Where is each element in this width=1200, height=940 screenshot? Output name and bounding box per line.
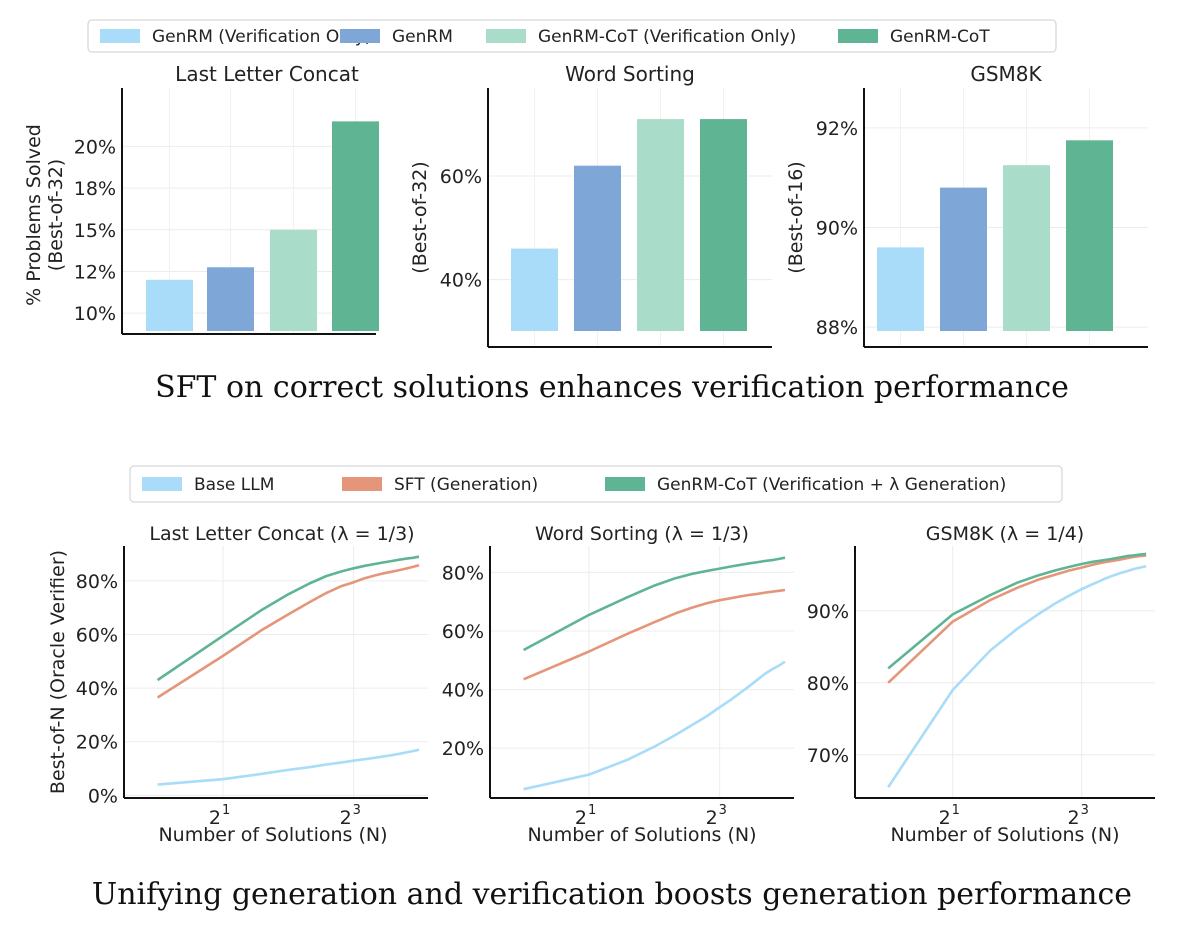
y-axis-label: % Problems Solved: [23, 124, 45, 306]
x-tick-exponent: 3: [1081, 803, 1089, 818]
legend-label: GenRM-CoT: [890, 27, 990, 47]
legend-swatch: [605, 477, 645, 491]
series-line-3: [522, 556, 786, 652]
y-tick-label: 40%: [440, 270, 482, 292]
y-tick-label: 20%: [442, 738, 484, 760]
chart-title: GSM8K: [970, 62, 1042, 86]
legend-swatch: [486, 29, 526, 43]
legend-label: SFT (Generation): [394, 475, 538, 495]
bar-chart-1: 10% 12% 15% 18% 20% Last Letter Concat % Probl…: [23, 62, 379, 335]
chart-title: Word Sorting (λ = 1/3): [535, 523, 749, 545]
y-tick-label: 60%: [76, 624, 118, 646]
y-axis-label: (Best-of-32): [409, 161, 431, 273]
y-tick-label: 80%: [76, 571, 118, 593]
y-tick-label: 18%: [74, 178, 116, 200]
x-tick-exponent: 1: [222, 803, 230, 818]
legend-top-frame: [87, 19, 1057, 53]
x-axis-label: Number of Solutions (N): [527, 824, 756, 846]
y-tick-label: 0%: [88, 785, 118, 807]
legend-swatch: [838, 29, 878, 43]
bar: [511, 248, 558, 331]
series-line-3: [887, 552, 1147, 670]
legend-label: GenRM: [392, 27, 453, 47]
x-tick-label: 2: [706, 807, 718, 829]
legend-top: GenRM (Verification Only) GenRM GenRM-CoT …: [87, 19, 1057, 53]
y-tick-label: 90%: [816, 217, 858, 239]
bar: [877, 247, 924, 331]
bar: [332, 121, 379, 332]
legend-bottom-frame: [129, 465, 1063, 503]
bar: [574, 165, 621, 331]
bar: [207, 267, 254, 331]
y-tick-label: 80%: [442, 562, 484, 584]
legend-swatch: [340, 29, 380, 43]
x-tick-label: 2: [575, 807, 587, 829]
y-tick-label: 60%: [442, 621, 484, 643]
bar: [637, 119, 684, 331]
x-tick-label: 2: [939, 807, 951, 829]
bar-chart-2: 40% 60% Word Sorting (Best-of-32): [409, 62, 772, 348]
x-tick-exponent: 1: [952, 803, 960, 818]
y-tick-label: 88%: [816, 317, 858, 339]
bar: [940, 187, 987, 331]
y-tick-label: 15%: [74, 220, 116, 242]
x-tick-exponent: 1: [588, 803, 596, 818]
series-line-2: [887, 554, 1147, 684]
legend-bottom: Base LLM SFT (Generation) GenRM-CoT (Verif…: [129, 465, 1063, 503]
legend-label: GenRM-CoT (Verification Only): [538, 27, 796, 47]
series-line-3: [156, 555, 420, 682]
series-line-2: [523, 588, 786, 681]
y-tick-label: 12%: [74, 261, 116, 283]
legend-label: GenRM-CoT (Verification + λ Generation): [657, 475, 1006, 495]
chart-title: GSM8K (λ = 1/4): [926, 523, 1084, 545]
y-axis-label: (Best-of-32): [45, 159, 67, 271]
bar-chart-3: 88% 90% 92% GSM8K (Best-of-16): [785, 62, 1148, 348]
caption-bottom: Unifying generation and verification boo…: [92, 877, 1132, 912]
y-axis-label: (Best-of-16): [785, 161, 807, 273]
y-axis-label: Best-of-N (Oracle Verifier): [47, 550, 69, 794]
bar: [700, 119, 747, 331]
y-tick-label: 90%: [807, 601, 849, 623]
legend-swatch: [142, 477, 182, 491]
series-line-2: [156, 564, 420, 699]
series-line-1: [887, 564, 1147, 788]
bar: [146, 279, 193, 331]
legend-label: GenRM (Verification Only): [152, 27, 371, 47]
x-axis-label: Number of Solutions (N): [890, 824, 1119, 846]
x-tick-label: 2: [340, 807, 352, 829]
chart-title: Last Letter Concat: [175, 62, 359, 86]
caption-top: SFT on correct solutions enhances verifi…: [155, 370, 1069, 405]
legend-swatch: [100, 29, 140, 43]
x-tick-exponent: 3: [353, 803, 361, 818]
chart-title: Word Sorting: [565, 62, 695, 86]
y-tick-label: 70%: [807, 745, 849, 767]
series-line-1: [157, 748, 420, 786]
chart-title: Last Letter Concat (λ = 1/3): [149, 523, 414, 545]
y-tick-label: 92%: [816, 118, 858, 140]
x-tick-exponent: 3: [719, 803, 727, 818]
legend-label: Base LLM: [194, 475, 274, 495]
y-tick-label: 40%: [76, 678, 118, 700]
x-axis-label: Number of Solutions (N): [158, 824, 387, 846]
y-tick-label: 60%: [440, 166, 482, 188]
y-tick-label: 10%: [74, 303, 116, 325]
y-tick-label: 20%: [74, 136, 116, 158]
x-tick-label: 2: [209, 807, 221, 829]
x-tick-label: 2: [1068, 807, 1080, 829]
series-line-1: [523, 660, 786, 791]
y-tick-label: 20%: [76, 732, 118, 754]
y-tick-label: 40%: [442, 680, 484, 702]
legend-swatch: [342, 477, 382, 491]
bar: [1003, 165, 1050, 331]
bar: [1066, 140, 1113, 331]
y-tick-label: 80%: [807, 673, 849, 695]
bar: [270, 229, 317, 331]
